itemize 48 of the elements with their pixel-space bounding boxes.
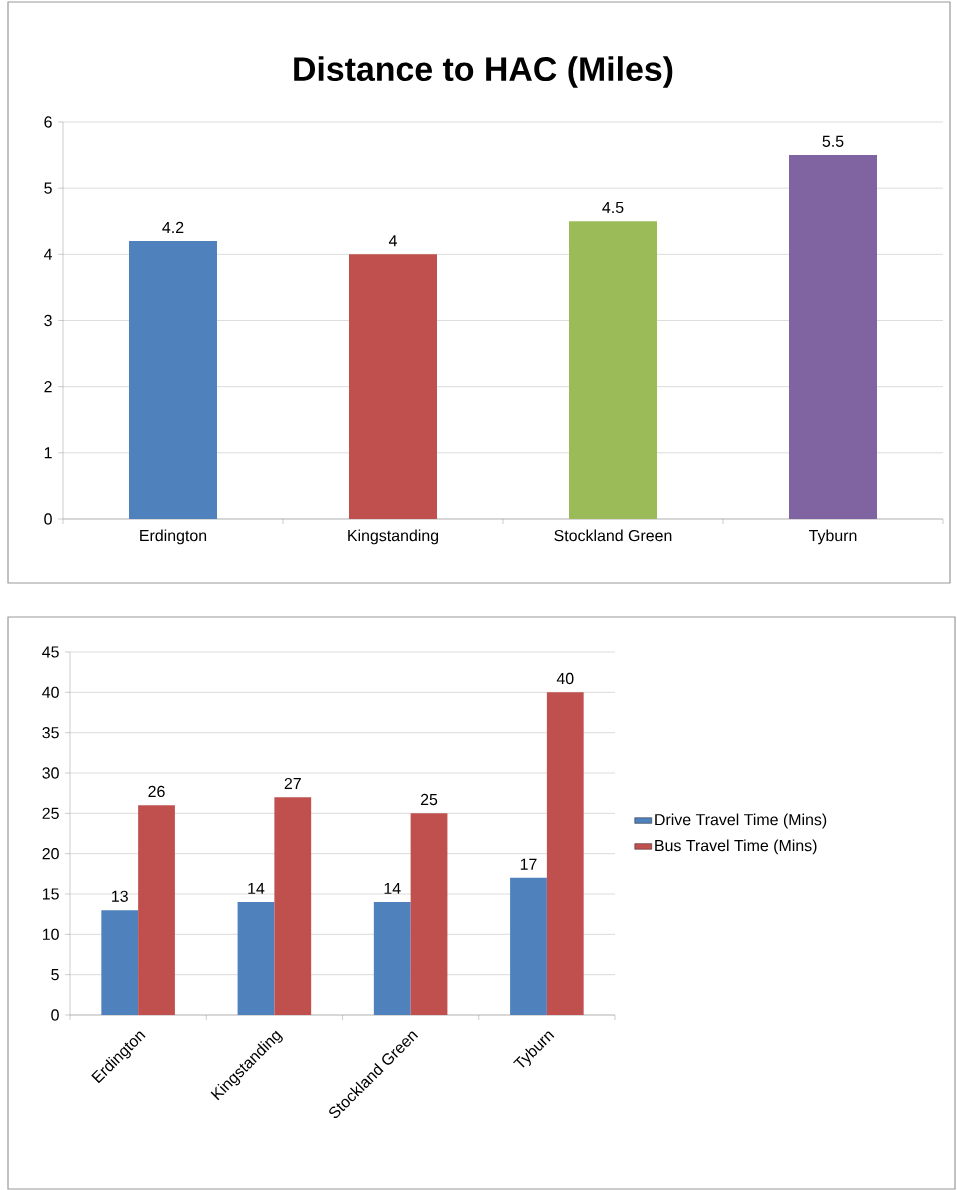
bar — [546, 692, 584, 1015]
bar — [237, 902, 275, 1015]
bar — [569, 221, 657, 519]
y-tick-label: 15 — [42, 888, 59, 900]
y-tick-label: 0 — [51, 1009, 59, 1021]
bar — [373, 902, 411, 1015]
y-tick-label: 2 — [44, 381, 52, 393]
bar — [138, 805, 175, 1015]
bar — [349, 254, 437, 519]
data-label: 4 — [388, 235, 397, 247]
legend-label: Bus Travel Time (Mins) — [655, 839, 817, 855]
data-label: 27 — [284, 777, 301, 789]
y-tick-label: 1 — [44, 447, 52, 459]
y-tick-label: 4 — [43, 248, 53, 260]
x-tick-label: Erdington — [140, 529, 207, 545]
legend-label: Drive Travel Time (Mins) — [655, 813, 827, 829]
y-tick-label: 5 — [51, 969, 59, 981]
data-label: 4.5 — [602, 201, 624, 214]
data-label: 25 — [420, 793, 438, 806]
bar — [129, 241, 217, 519]
y-tick-label: 6 — [44, 116, 52, 128]
y-tick-label: 30 — [42, 767, 59, 779]
y-tick-label: 35 — [42, 727, 59, 739]
data-label: 5.5 — [822, 135, 844, 147]
data-label: 13 — [112, 890, 128, 902]
data-label: 26 — [148, 785, 165, 798]
bar — [101, 910, 139, 1015]
y-tick-label: 25 — [42, 807, 59, 819]
y-tick-label: 20 — [42, 848, 59, 860]
bar — [789, 155, 878, 519]
y-tick-label: 45 — [42, 646, 59, 658]
y-tick-label: 10 — [42, 928, 59, 940]
y-tick-label: 3 — [44, 314, 52, 327]
data-label: 40 — [556, 672, 574, 685]
x-tick-label: Kingstanding — [348, 529, 439, 545]
data-label: 17 — [520, 858, 537, 870]
x-tick-label: Stockland Green — [554, 529, 672, 542]
y-tick-label: 40 — [42, 686, 59, 698]
data-label: 14 — [248, 882, 265, 894]
y-tick-label: 5 — [44, 182, 52, 194]
data-label: 4.2 — [162, 221, 184, 233]
bar — [410, 813, 448, 1015]
bar — [510, 877, 547, 1015]
chart-title: Distance to HAC (Miles) — [294, 56, 673, 88]
x-tick-label: Tyburn — [809, 529, 857, 545]
y-tick-label: 0 — [44, 513, 52, 525]
data-label: 14 — [384, 882, 401, 894]
bar — [274, 797, 312, 1015]
